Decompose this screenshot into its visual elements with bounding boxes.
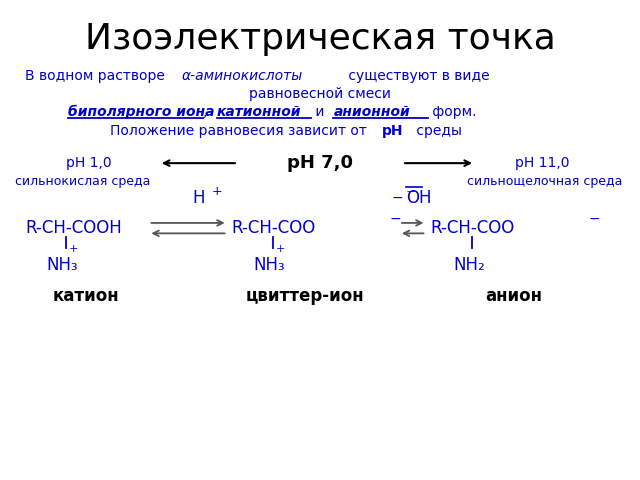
Text: R-CH-COOH: R-CH-COOH xyxy=(25,219,122,237)
Text: сильнокислая среда: сильнокислая среда xyxy=(15,175,150,188)
Text: сильнощелочная среда: сильнощелочная среда xyxy=(467,175,623,188)
Text: NH₂: NH₂ xyxy=(454,256,486,274)
Text: форм.: форм. xyxy=(428,105,477,119)
Text: −: − xyxy=(589,212,600,226)
Text: анион: анион xyxy=(485,287,542,305)
Text: Положение равновесия зависит от: Положение равновесия зависит от xyxy=(110,124,371,138)
Text: —: — xyxy=(406,187,415,196)
Text: R-CH-COO: R-CH-COO xyxy=(232,219,316,237)
Text: Изоэлектрическая точка: Изоэлектрическая точка xyxy=(84,22,556,56)
Text: pH 7,0: pH 7,0 xyxy=(287,154,353,172)
Text: В водном растворе: В водном растворе xyxy=(25,69,169,84)
Text: существуют в виде: существуют в виде xyxy=(344,69,490,84)
Text: и: и xyxy=(311,105,329,119)
Text: биполярного иона: биполярного иона xyxy=(68,105,214,119)
Text: H: H xyxy=(192,189,205,207)
Text: катион: катион xyxy=(52,287,119,305)
Text: OH: OH xyxy=(406,189,432,207)
Text: катионной: катионной xyxy=(216,105,301,119)
Text: цвиттер-ион: цвиттер-ион xyxy=(246,287,364,305)
Text: ,: , xyxy=(204,105,212,119)
Text: NH₃: NH₃ xyxy=(46,256,78,274)
Text: pH 11,0: pH 11,0 xyxy=(515,156,569,170)
Text: равновесной смеси: равновесной смеси xyxy=(249,87,391,101)
Text: +: + xyxy=(276,243,285,253)
Text: −: − xyxy=(390,212,401,226)
Text: +: + xyxy=(212,185,222,198)
Text: pH: pH xyxy=(382,124,403,138)
Text: NH₃: NH₃ xyxy=(253,256,285,274)
Text: −: − xyxy=(392,191,403,205)
Text: α-аминокислоты: α-аминокислоты xyxy=(182,69,303,84)
Text: pH 1,0: pH 1,0 xyxy=(66,156,112,170)
Text: R-CH-COO: R-CH-COO xyxy=(431,219,515,237)
Text: среды: среды xyxy=(412,124,462,138)
Text: анионной: анионной xyxy=(333,105,410,119)
Text: +: + xyxy=(69,243,78,253)
